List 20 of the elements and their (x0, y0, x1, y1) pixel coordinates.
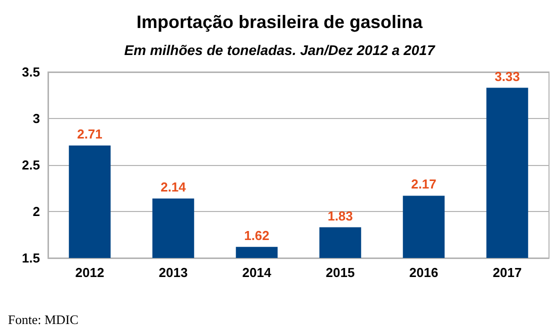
data-label: 1.62 (244, 228, 270, 243)
data-label: 2.17 (411, 176, 436, 192)
data-label: 3.33 (494, 68, 520, 84)
x-tick-label: 2012 (75, 265, 104, 280)
source-note: Fonte: MDIC (8, 312, 78, 327)
data-label: 2.71 (77, 126, 102, 142)
chart-subtitle: Em milhões de toneladas. Jan/Dez 2012 a 2017 (124, 42, 436, 58)
y-tick-label: 3.5 (22, 64, 40, 80)
y-tick-label: 2 (32, 204, 40, 219)
x-tick-label: 2015 (326, 265, 355, 280)
x-tick-label: 2013 (158, 265, 188, 280)
x-tick-label: 2014 (242, 265, 272, 280)
y-tick-label: 1.5 (22, 250, 40, 266)
data-label: 1.83 (328, 208, 353, 224)
y-tick-label: 2.5 (22, 158, 40, 172)
x-tick-label: 2016 (409, 265, 438, 280)
y-tick-label: 3 (32, 111, 40, 126)
x-tick-label: 2017 (492, 265, 522, 280)
chart-title: Importação brasileira de gasolina (136, 12, 424, 32)
data-label: 2.14 (160, 179, 187, 194)
